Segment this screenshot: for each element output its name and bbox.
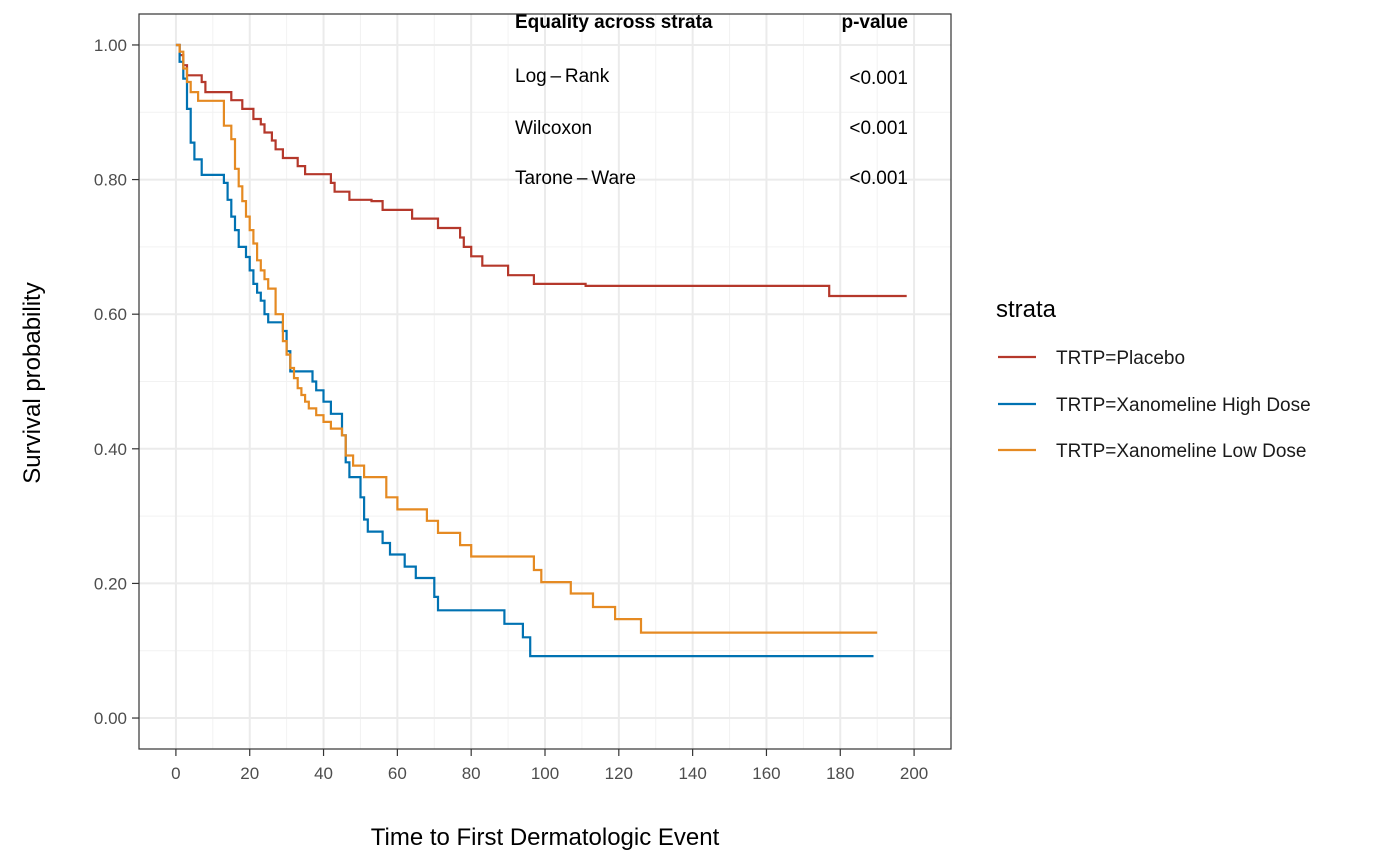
y-tick-label: 0.80 <box>94 171 127 190</box>
x-tick-label: 200 <box>900 764 928 783</box>
legend-label-high-dose: TRTP=Xanomeline High Dose <box>1056 395 1311 416</box>
y-axis: 0.00 0.20 0.40 0.60 0.80 1.00 <box>94 36 139 728</box>
table-header-test: Equality across strata <box>515 12 713 33</box>
x-axis: 0 20 40 60 80 100 120 140 160 180 200 <box>171 749 928 783</box>
series-line-0 <box>175 43 907 298</box>
table-row-logrank-pvalue: <0.001 <box>849 68 908 89</box>
legend-title: strata <box>996 296 1057 323</box>
series-layer <box>175 43 907 658</box>
table-row-wilcoxon-pvalue: <0.001 <box>849 118 908 139</box>
x-tick-label: 80 <box>462 764 481 783</box>
table-row-taroneware-label: Tarone – Ware <box>515 168 636 189</box>
table-row-logrank-label: Log – Rank <box>515 66 610 87</box>
legend-label-low-dose: TRTP=Xanomeline Low Dose <box>1056 441 1306 462</box>
grid-major <box>139 14 951 749</box>
x-tick-label: 20 <box>240 764 259 783</box>
x-tick-label: 0 <box>171 764 180 783</box>
x-axis-title: Time to First Dermatologic Event <box>371 824 720 851</box>
x-tick-label: 120 <box>605 764 633 783</box>
x-tick-label: 160 <box>752 764 780 783</box>
legend-label-placebo: TRTP=Placebo <box>1056 348 1185 369</box>
table-row-taroneware-pvalue: <0.001 <box>849 168 908 189</box>
y-tick-label: 1.00 <box>94 36 127 55</box>
series-line-1 <box>175 43 874 658</box>
x-tick-label: 100 <box>531 764 559 783</box>
y-tick-label: 0.00 <box>94 709 127 728</box>
strata-test-table: Equality across strata p-value Log – Ran… <box>515 12 908 189</box>
y-tick-label: 0.60 <box>94 305 127 324</box>
x-tick-label: 60 <box>388 764 407 783</box>
y-axis-title: Survival probability <box>19 282 46 483</box>
y-tick-label: 0.20 <box>94 574 127 593</box>
legend: strata TRTP=Placebo TRTP=Xanomeline High… <box>996 296 1311 462</box>
x-tick-label: 140 <box>678 764 706 783</box>
x-tick-label: 180 <box>826 764 854 783</box>
table-row-wilcoxon-label: Wilcoxon <box>515 118 592 139</box>
y-tick-label: 0.40 <box>94 440 127 459</box>
series-line-2 <box>175 43 878 634</box>
x-tick-label: 40 <box>314 764 333 783</box>
table-header-pvalue: p-value <box>841 12 908 33</box>
